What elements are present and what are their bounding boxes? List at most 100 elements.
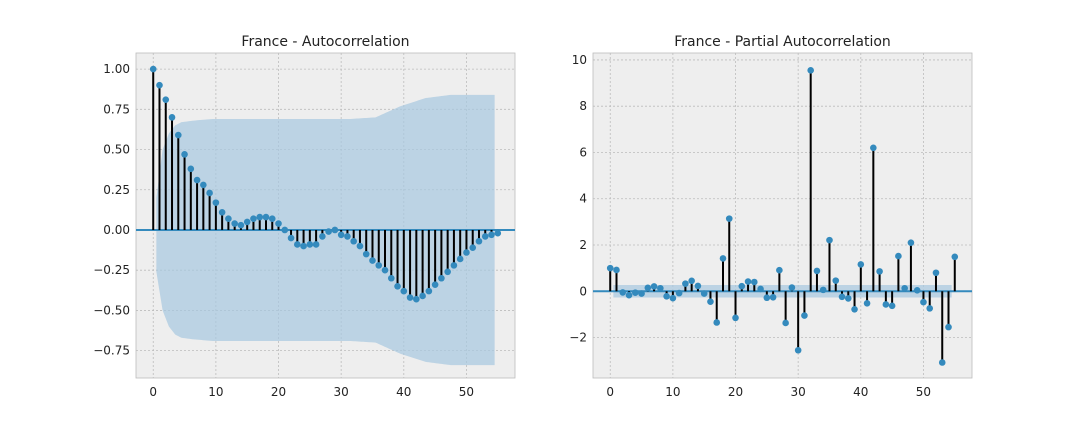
acf-marker-23	[294, 241, 301, 248]
pacf-markers	[606, 67, 959, 366]
acf-marker-16	[250, 215, 257, 223]
pacf-marker-27	[776, 266, 783, 274]
pacf-marker-35	[826, 236, 833, 244]
acf-marker-38	[387, 274, 395, 282]
pacf-marker-9	[663, 293, 670, 300]
acf-marker-39	[394, 282, 401, 290]
acf-marker-1	[156, 81, 163, 89]
acf-marker-13	[231, 220, 238, 227]
acf-y-tick-5: 0.50	[103, 143, 130, 157]
acf-marker-28	[325, 228, 332, 235]
acf-marker-17	[256, 213, 264, 221]
pacf-marker-10	[669, 294, 677, 302]
acf-title: France - Autocorrelation	[241, 34, 409, 50]
pacf-x-ticks: 0 10 20 30 40 50	[606, 385, 931, 399]
pacf-y-tick-4: 6	[579, 145, 587, 159]
acf-marker-45	[431, 281, 439, 288]
acf-marker-7	[193, 176, 201, 184]
pacf-x-tick-50: 50	[916, 385, 931, 399]
pacf-marker-30	[794, 346, 802, 354]
acf-marker-8	[200, 181, 207, 189]
acf-y-ticks: −0.75 −0.50 −0.25 0.00 0.25 0.50 0.75 1.00	[93, 62, 130, 358]
acf-marker-4	[174, 131, 182, 139]
acf-marker-53	[481, 233, 489, 240]
pacf-plot-area	[592, 52, 973, 379]
pacf-marker-42	[870, 144, 877, 152]
pacf-marker-55	[951, 253, 959, 261]
acf-y-tick-4: 0.25	[103, 183, 130, 197]
acf-marker-9	[206, 189, 213, 197]
acf-x-ticks: 0 10 20 30 40 50	[149, 385, 474, 399]
pacf-marker-50	[920, 298, 927, 306]
pacf-y-tick-2: 2	[579, 238, 587, 252]
autocorrelation-chart: 0 10 20 30 40 50 −0.75 −0.50 −0.25 0.00 0.25 0.50 0…	[93, 34, 516, 399]
pacf-x-tick-30: 30	[791, 385, 806, 399]
pacf-marker-25	[763, 294, 771, 302]
pacf-marker-29	[788, 284, 796, 291]
pacf-marker-16	[707, 298, 714, 305]
pacf-marker-24	[757, 285, 764, 293]
acf-marker-48	[450, 262, 458, 269]
acf-marker-36	[375, 262, 383, 269]
pacf-marker-53	[938, 359, 946, 366]
acf-marker-19	[268, 215, 276, 223]
acf-marker-37	[381, 266, 389, 274]
acf-marker-2	[162, 96, 170, 103]
acf-x-tick-10: 10	[208, 385, 223, 399]
pacf-marker-36	[832, 277, 840, 284]
acf-x-tick-30: 30	[334, 385, 349, 399]
pacf-marker-41	[863, 299, 871, 307]
pacf-marker-47	[901, 284, 908, 292]
acf-x-tick-0: 0	[149, 385, 157, 399]
pacf-title: France - Partial Autocorrelation	[674, 34, 891, 50]
pacf-marker-23	[751, 278, 758, 286]
acf-x-tick-40: 40	[396, 385, 411, 399]
acf-marker-54	[488, 231, 495, 239]
acf-stems	[152, 69, 499, 300]
pacf-marker-11	[675, 289, 683, 297]
pacf-marker-14	[694, 282, 702, 290]
pacf-marker-32	[807, 67, 814, 74]
pacf-x-tick-20: 20	[728, 385, 743, 399]
pacf-marker-38	[844, 295, 852, 302]
pacf-marker-1	[613, 266, 620, 274]
pacf-marker-51	[926, 305, 934, 312]
acf-marker-6	[187, 165, 195, 173]
acf-marker-22	[287, 234, 295, 242]
acf-marker-40	[400, 287, 408, 295]
pacf-marker-48	[907, 239, 915, 246]
acf-marker-20	[275, 220, 282, 227]
pacf-marker-8	[657, 284, 664, 292]
pacf-x-tick-10: 10	[665, 385, 680, 399]
pacf-marker-21	[738, 282, 746, 290]
pacf-marker-40	[857, 261, 865, 268]
pacf-marker-31	[801, 312, 808, 319]
pacf-marker-54	[945, 323, 952, 331]
acf-marker-31	[344, 233, 351, 240]
pacf-marker-0	[606, 264, 614, 272]
pacf-marker-12	[682, 280, 689, 287]
pacf-marker-2	[619, 289, 627, 296]
acf-marker-55	[494, 229, 502, 237]
pacf-marker-22	[744, 278, 752, 285]
pacf-marker-7	[650, 283, 658, 290]
acf-marker-43	[419, 292, 426, 300]
acf-y-tick-7: 1.00	[103, 62, 130, 76]
acf-marker-24	[300, 242, 307, 250]
acf-marker-42	[413, 295, 420, 303]
acf-marker-29	[331, 226, 339, 234]
acf-x-tick-50: 50	[459, 385, 474, 399]
pacf-y-tick-1: 0	[579, 284, 587, 298]
pacf-marker-5	[638, 290, 645, 297]
pacf-marker-18	[719, 255, 727, 262]
pacf-marker-34	[819, 286, 827, 294]
pacf-marker-39	[851, 305, 858, 313]
acf-marker-52	[475, 237, 483, 245]
acf-marker-18	[262, 213, 270, 221]
pacf-x-tick-0: 0	[606, 385, 614, 399]
pacf-y-tick-6: 10	[572, 53, 587, 67]
acf-y-tick-6: 0.75	[103, 102, 130, 116]
acf-y-tick-2: −0.25	[93, 263, 130, 277]
acf-marker-44	[425, 287, 433, 295]
